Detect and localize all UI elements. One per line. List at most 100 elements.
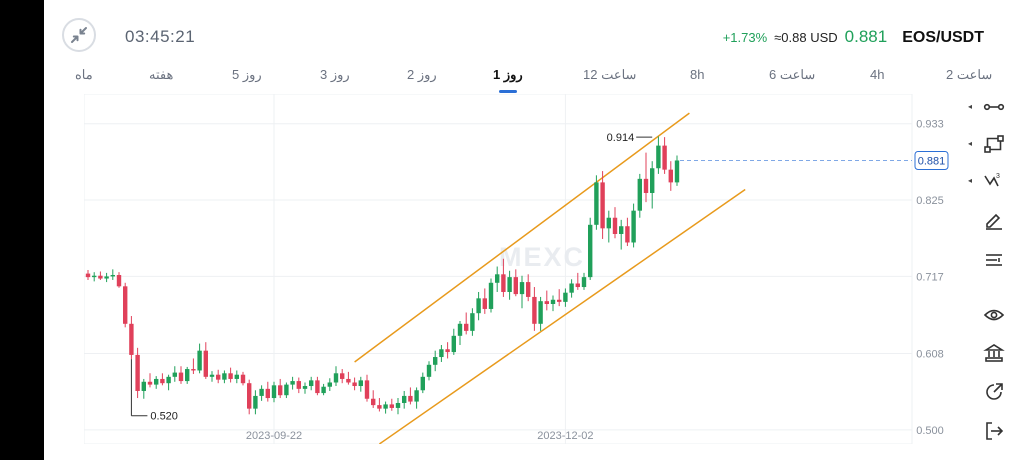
- candle: [643, 152, 649, 203]
- candle-body: [302, 386, 308, 389]
- horizontal-line-tool[interactable]: ◂: [968, 93, 1008, 121]
- price-chart[interactable]: MEXC 0.914 0.520 0.933 0.825 0.717 0.608 0.50…: [84, 94, 952, 444]
- candle-body: [327, 382, 332, 387]
- tab-6-hour[interactable]: 6 ساعت: [769, 67, 816, 82]
- candle-body: [135, 354, 140, 391]
- chart-watermark: MEXC: [499, 242, 585, 272]
- candle-body: [129, 323, 134, 355]
- candle: [420, 372, 425, 394]
- candle-body: [315, 380, 320, 394]
- tab-2-day[interactable]: 2 روز: [407, 67, 437, 82]
- path-tool-icon: [984, 135, 1004, 153]
- candle: [209, 371, 215, 382]
- candle-body: [222, 373, 227, 380]
- candle: [557, 289, 562, 307]
- bank-tool[interactable]: [980, 339, 1008, 367]
- candle: [247, 379, 252, 415]
- candle: [507, 270, 512, 300]
- candle: [426, 361, 432, 381]
- wave-tool-icon: 3: [984, 173, 1000, 187]
- candle: [364, 374, 370, 402]
- candle: [178, 366, 184, 384]
- indicator-list-tool[interactable]: [980, 246, 1008, 274]
- channel-lower-line[interactable]: [378, 188, 746, 444]
- tab-12-hour[interactable]: 12 ساعت: [583, 67, 637, 82]
- candle-body: [259, 388, 264, 396]
- ticker-summary: +1.73% ≈0.88 USD 0.881 EOS/USDT: [723, 27, 984, 47]
- indicator-list-icon: [986, 254, 1002, 266]
- candle-body: [383, 404, 388, 409]
- trading-pair[interactable]: EOS/USDT: [902, 29, 984, 46]
- pencil-tool[interactable]: [980, 206, 1008, 234]
- path-tool[interactable]: ◂: [968, 130, 1008, 158]
- y-tick-label: 0.933: [916, 119, 944, 131]
- candle: [550, 295, 556, 312]
- candle-body: [346, 378, 351, 383]
- tab-3-day[interactable]: 3 روز: [320, 67, 350, 82]
- candle: [191, 358, 196, 374]
- tab-1-day[interactable]: 1 روز: [493, 67, 523, 82]
- candle: [371, 390, 376, 408]
- pencil-icon: [986, 213, 1002, 230]
- tab-4h[interactable]: 4h: [870, 67, 885, 82]
- candle-body: [426, 364, 432, 377]
- candle: [135, 347, 140, 399]
- usd-equivalent: ≈0.88 USD: [774, 30, 838, 45]
- time-axis: 2023-09-22 2023-12-02: [246, 430, 594, 442]
- candle-body: [457, 323, 463, 336]
- share-tool[interactable]: [980, 378, 1008, 406]
- candle-body: [98, 275, 103, 279]
- candle: [476, 291, 481, 321]
- tab-2-hour[interactable]: 2 ساعت: [946, 67, 993, 82]
- candle-body: [340, 373, 345, 379]
- trend-channel[interactable]: [354, 112, 746, 444]
- candle-body: [309, 380, 314, 387]
- tab-week[interactable]: هفته: [149, 67, 174, 82]
- candle-body: [668, 169, 673, 183]
- tab-5-day[interactable]: 5 روز: [232, 67, 262, 82]
- chart-annotations: 0.914 0.520: [130, 132, 912, 423]
- candle-body: [575, 283, 580, 288]
- candle: [402, 390, 407, 409]
- plot-frame: [84, 94, 913, 444]
- candle: [222, 370, 227, 384]
- exit-tool[interactable]: [980, 417, 1008, 445]
- candle: [271, 381, 277, 403]
- eye-icon: [983, 309, 1005, 321]
- app-screen: 03:45:21 +1.73% ≈0.88 USD 0.881 EOS/USDT…: [44, 0, 1024, 460]
- visibility-toggle[interactable]: [980, 301, 1008, 329]
- candle-body: [619, 226, 624, 234]
- collapse-chart-button[interactable]: [62, 18, 96, 52]
- candle-body: [662, 145, 667, 170]
- candle-body: [85, 273, 91, 278]
- y-tick-label: 0.825: [916, 195, 944, 207]
- candle-body: [464, 323, 469, 331]
- candle: [160, 373, 165, 386]
- wave-tool[interactable]: ◂ 3: [968, 167, 1008, 195]
- tab-month[interactable]: ماه: [75, 67, 93, 82]
- candle-body: [420, 376, 425, 391]
- candle: [482, 288, 487, 314]
- tab-8h[interactable]: 8h: [690, 67, 705, 82]
- channel-upper-line[interactable]: [354, 112, 690, 363]
- candle-body: [470, 313, 475, 331]
- candle-body: [495, 274, 500, 283]
- candle: [383, 401, 388, 414]
- drawing-toolbar: ◂ ◂ ◂ 3: [964, 93, 1024, 460]
- candle-body: [557, 299, 562, 302]
- bank-icon: [983, 344, 1005, 362]
- candle-body: [402, 395, 407, 403]
- y-tick-label: 0.608: [916, 348, 944, 360]
- candle: [569, 279, 574, 298]
- x-tick-label: 2023-12-02: [537, 430, 593, 442]
- low-label: 0.520: [150, 411, 178, 423]
- candle: [85, 270, 91, 280]
- candle-body: [172, 372, 177, 377]
- candle: [253, 390, 258, 415]
- candle-body: [482, 298, 487, 309]
- candle: [451, 328, 456, 355]
- candle-body: [123, 286, 128, 324]
- candle-body: [364, 380, 370, 399]
- candle: [123, 282, 128, 328]
- candle: [228, 367, 233, 383]
